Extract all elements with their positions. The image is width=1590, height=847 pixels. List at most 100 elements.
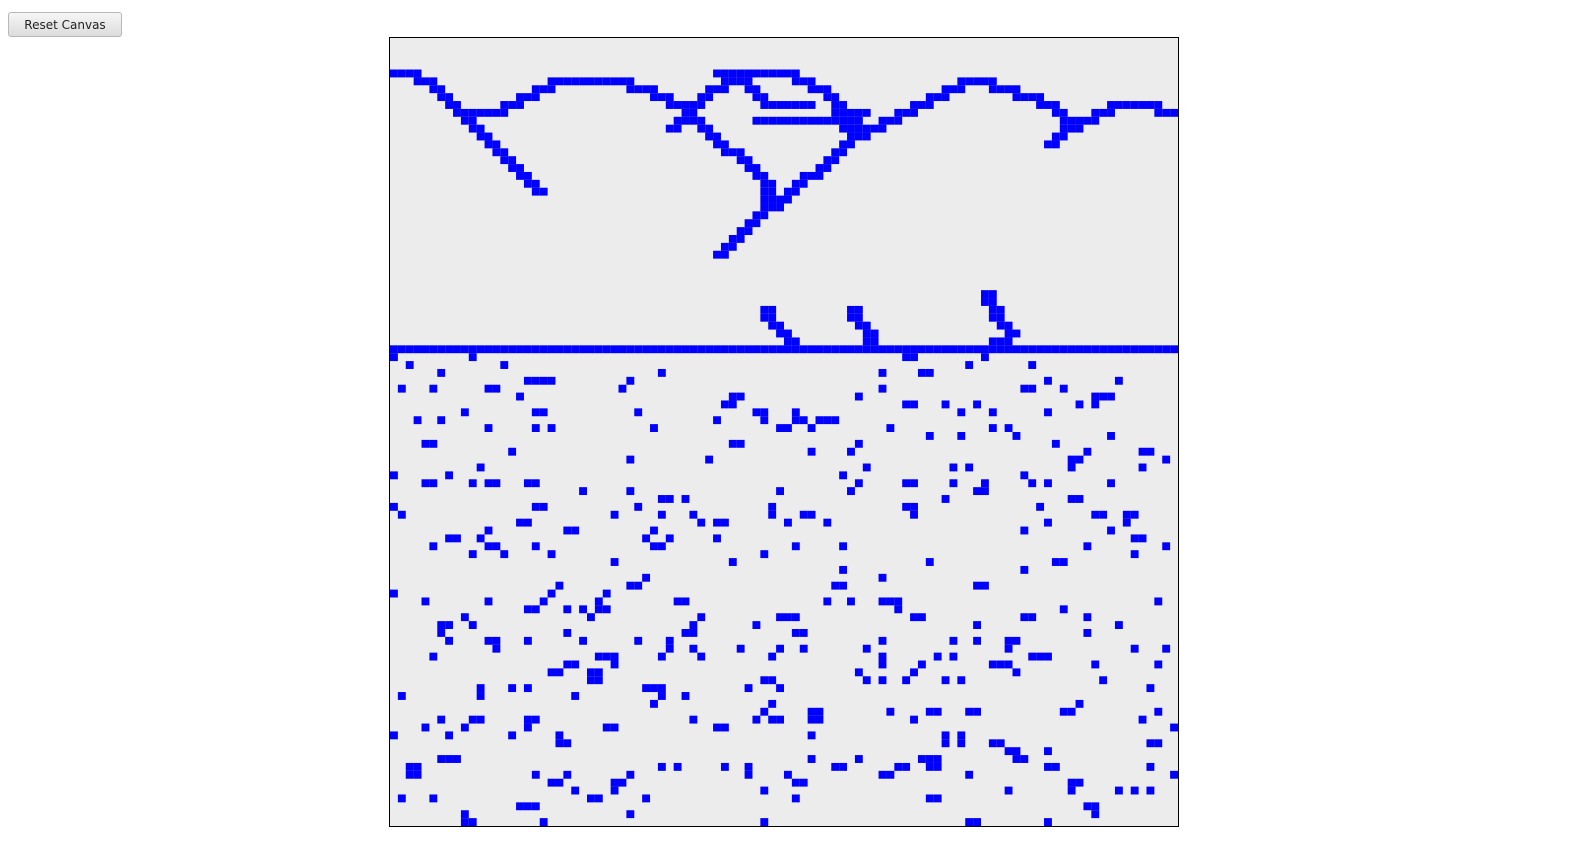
canvas-pixel <box>1044 376 1052 385</box>
canvas-pixel <box>823 156 832 165</box>
canvas-pixel <box>949 463 958 472</box>
reset-canvas-button[interactable]: Reset Canvas <box>8 12 122 37</box>
canvas-pixel <box>713 416 721 425</box>
canvas-pixel <box>1114 101 1123 109</box>
canvas-pixel <box>752 164 761 172</box>
canvas-pixel <box>941 400 950 409</box>
canvas-pixel <box>642 794 651 803</box>
canvas-pixel <box>523 93 532 102</box>
canvas-pixel <box>760 195 769 204</box>
canvas-pixel <box>523 684 532 693</box>
canvas-pixel <box>571 77 580 86</box>
canvas-pixel <box>744 85 753 94</box>
canvas-pixel <box>429 439 438 448</box>
canvas-pixel <box>925 755 934 763</box>
canvas-pixel <box>831 416 840 425</box>
canvas-pixel <box>563 629 572 637</box>
canvas-pixel <box>713 534 721 543</box>
canvas-pixel <box>508 447 517 456</box>
canvas-pixel <box>839 101 848 109</box>
canvas-pixel <box>728 439 737 448</box>
canvas-pixel <box>776 715 784 724</box>
canvas-pixel <box>1138 463 1147 472</box>
canvas-pixel <box>547 345 556 354</box>
canvas-pixel <box>523 179 532 188</box>
pixel-grid[interactable] <box>390 38 1178 826</box>
canvas-pixel <box>484 636 493 645</box>
canvas-pixel <box>1083 447 1092 456</box>
canvas-pixel <box>862 463 871 472</box>
canvas-pixel <box>925 762 934 771</box>
canvas-pixel <box>965 361 974 369</box>
canvas-pixel <box>705 85 714 94</box>
canvas-pixel <box>925 345 934 354</box>
canvas-pixel <box>610 786 619 795</box>
canvas-pixel <box>1004 345 1013 354</box>
canvas-pixel <box>870 345 879 354</box>
canvas-pixel <box>1107 108 1115 117</box>
canvas-pixel <box>634 345 643 354</box>
canvas-pixel <box>413 416 422 425</box>
canvas-pixel <box>728 558 737 566</box>
canvas-pixel <box>602 77 611 86</box>
canvas-pixel <box>657 684 666 693</box>
canvas-pixel <box>594 345 603 354</box>
canvas-pixel <box>626 85 635 94</box>
canvas-pixel <box>965 77 974 86</box>
canvas-pixel <box>784 770 792 779</box>
canvas-pixel <box>484 384 493 393</box>
canvas-pixel <box>1138 101 1147 109</box>
canvas-pixel <box>476 684 485 693</box>
canvas-pixel <box>673 124 682 133</box>
canvas-pixel <box>1012 747 1021 756</box>
canvas-pixel <box>1162 108 1171 117</box>
canvas-pixel <box>720 723 729 732</box>
canvas-pixel <box>988 408 997 417</box>
canvas-pixel <box>1091 345 1100 354</box>
canvas-pixel <box>784 337 792 346</box>
canvas-pixel <box>689 345 698 354</box>
canvas-pixel <box>1044 140 1052 149</box>
canvas-pixel <box>390 69 398 78</box>
canvas-pixel <box>626 810 635 819</box>
canvas-pixel <box>720 140 729 149</box>
canvas-pixel <box>744 770 753 779</box>
canvas-pixel <box>460 818 469 826</box>
canvas-pixel <box>531 93 540 102</box>
canvas-pixel <box>752 69 761 78</box>
canvas-pixel <box>981 77 989 86</box>
drawing-canvas[interactable] <box>389 37 1179 827</box>
canvas-pixel <box>744 77 753 86</box>
canvas-pixel <box>1075 400 1084 409</box>
canvas-pixel <box>468 116 477 125</box>
canvas-pixel <box>720 250 729 259</box>
canvas-pixel <box>516 392 524 401</box>
canvas-pixel <box>1004 747 1013 756</box>
canvas-pixel <box>823 518 832 527</box>
canvas-pixel <box>902 108 911 117</box>
canvas-pixel <box>1107 392 1115 401</box>
canvas-pixel <box>405 345 414 354</box>
canvas-pixel <box>988 739 997 748</box>
canvas-pixel <box>657 345 666 354</box>
canvas-pixel <box>437 85 446 94</box>
canvas-pixel <box>988 77 997 86</box>
canvas-pixel <box>437 93 446 102</box>
canvas-pixel <box>1170 345 1178 354</box>
canvas-pixel <box>752 85 761 94</box>
canvas-pixel <box>642 573 651 582</box>
canvas-pixel <box>713 85 721 94</box>
canvas-pixel <box>397 794 406 803</box>
canvas-pixel <box>744 684 753 693</box>
canvas-pixel <box>476 345 485 354</box>
canvas-pixel <box>854 668 863 677</box>
canvas-pixel <box>492 108 501 117</box>
canvas-pixel <box>1051 762 1060 771</box>
canvas-pixel <box>1091 660 1100 669</box>
canvas-pixel <box>421 597 430 606</box>
canvas-pixel <box>547 778 556 787</box>
canvas-pixel <box>854 305 863 314</box>
canvas-pixel <box>957 731 966 740</box>
canvas-pixel <box>1036 502 1045 511</box>
canvas-pixel <box>681 345 690 354</box>
